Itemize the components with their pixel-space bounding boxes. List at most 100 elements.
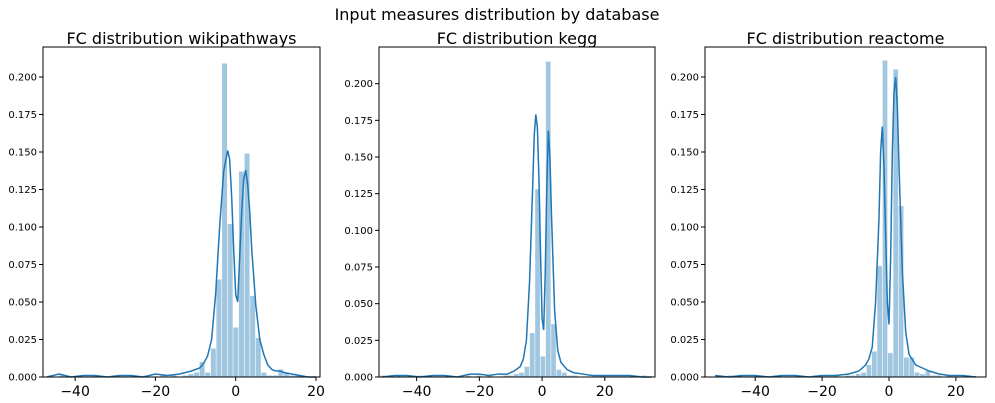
x-tick-label: −20: [141, 384, 171, 400]
histogram-bar: [866, 365, 872, 377]
histogram-bar: [871, 351, 877, 377]
x-tick-label: 20: [307, 384, 325, 400]
histogram-bars: [380, 61, 647, 378]
histogram-bar: [160, 375, 166, 377]
histogram-bar: [850, 375, 856, 377]
histogram-bar: [278, 369, 284, 377]
histogram-bar: [561, 372, 567, 377]
subplot-3: FC distribution reactome 0.000 0.025 0.050 0…: [670, 29, 987, 400]
histogram-bar: [267, 375, 273, 377]
axes-frame: [378, 46, 656, 378]
x-tick-label: 0: [885, 384, 894, 400]
histogram-bar: [855, 374, 861, 377]
histogram-bar: [925, 371, 931, 377]
y-tick-label: 0.075: [344, 263, 373, 274]
histogram-bar: [227, 224, 233, 377]
histogram-bar: [244, 153, 250, 377]
x-tick-label: 0: [231, 384, 240, 400]
y-tick-label: 0.125: [670, 185, 699, 196]
histogram-bar: [513, 374, 519, 377]
y-tick-label: 0.025: [8, 335, 37, 346]
histogram-bar: [216, 279, 222, 377]
kde-line: [46, 150, 316, 378]
histogram-bar: [188, 374, 194, 377]
histogram-bar: [272, 375, 278, 377]
x-tick-label: −40: [740, 384, 770, 400]
y-tick-label: 0.175: [670, 110, 699, 121]
x-tick-label: −20: [465, 384, 495, 400]
histogram-bar: [904, 357, 909, 377]
histogram-bar: [171, 375, 177, 377]
histogram-bar: [487, 375, 492, 377]
y-tick-label: 0.150: [344, 153, 373, 164]
y-tick-label: 0.100: [344, 226, 373, 237]
y-tick-label: 0.200: [670, 73, 699, 84]
histogram-bar: [193, 372, 199, 377]
histogram-bar: [920, 374, 925, 377]
histogram-bar: [845, 375, 850, 377]
y-tick-label: 0.125: [8, 185, 37, 196]
axes-frame: [42, 46, 321, 378]
histogram-bar: [877, 266, 883, 377]
histogram-bar: [540, 356, 546, 377]
histogram-bar: [551, 324, 556, 377]
y-tick-label: 0.200: [344, 79, 373, 90]
subplot-title: FC distribution kegg: [437, 29, 598, 48]
histogram-bar: [238, 171, 244, 377]
y-tick-label: 0.175: [344, 116, 373, 127]
histogram-bar: [503, 375, 508, 377]
histogram-bar: [233, 327, 239, 377]
y-tick-label: 0.100: [8, 223, 37, 234]
x-tick-label: −40: [402, 384, 432, 400]
histogram-bar: [893, 69, 899, 377]
histogram-bar: [283, 372, 289, 377]
histogram-bar: [556, 369, 562, 377]
histogram-bar: [914, 372, 920, 377]
y-tick-label: 0.050: [344, 299, 373, 310]
y-tick-label: 0.075: [8, 260, 37, 271]
histogram-bar: [222, 63, 228, 377]
histogram-bar: [250, 296, 256, 377]
y-tick-label: 0.025: [344, 336, 373, 347]
y-tick-label: 0.050: [8, 298, 37, 309]
histogram-bar: [861, 372, 866, 377]
kde-line: [382, 114, 652, 378]
histogram-bars: [47, 63, 301, 377]
histogram-bar: [909, 357, 915, 377]
y-tick-label: 0.125: [344, 189, 373, 200]
y-tick-label: 0.100: [670, 223, 699, 234]
y-tick-label: 0.200: [8, 73, 37, 84]
subplot-title: FC distribution wikipathways: [66, 29, 296, 48]
x-tick-label: 20: [947, 384, 965, 400]
histogram-bar: [59, 375, 65, 377]
y-tick-label: 0.000: [344, 373, 373, 384]
histogram-bar: [465, 375, 471, 377]
histogram-bar: [529, 333, 535, 377]
histogram-bar: [182, 375, 188, 377]
histogram-bar: [210, 348, 216, 377]
y-tick-label: 0.175: [8, 110, 37, 121]
histogram-bar: [289, 375, 295, 377]
histogram-bar: [834, 375, 840, 377]
histogram-bar: [261, 372, 267, 377]
histogram-bar: [545, 61, 551, 378]
histogram-bar: [508, 375, 514, 377]
y-tick-label: 0.000: [670, 373, 699, 384]
subplots: FC distribution wikipathways 0.000 0.025 0.…: [8, 29, 987, 400]
y-tick-label: 0.075: [670, 260, 699, 271]
histogram-bar: [930, 375, 936, 377]
histogram-bar: [295, 375, 301, 377]
figure-suptitle: Input measures distribution by database: [335, 5, 660, 24]
subplot-title: FC distribution reactome: [747, 29, 945, 48]
histogram-bar: [255, 338, 261, 377]
histogram-bar: [887, 353, 893, 377]
histogram-bars: [716, 60, 968, 377]
kde-line: [714, 76, 977, 378]
histogram-bar: [476, 375, 482, 377]
x-tick-label: 20: [596, 384, 614, 400]
x-tick-label: −20: [807, 384, 837, 400]
subplot-1: FC distribution wikipathways 0.000 0.025 0.…: [8, 29, 325, 400]
subplot-2: FC distribution kegg 0.000 0.025 0.050 0.075…: [344, 29, 656, 400]
x-tick-label: 0: [538, 384, 547, 400]
